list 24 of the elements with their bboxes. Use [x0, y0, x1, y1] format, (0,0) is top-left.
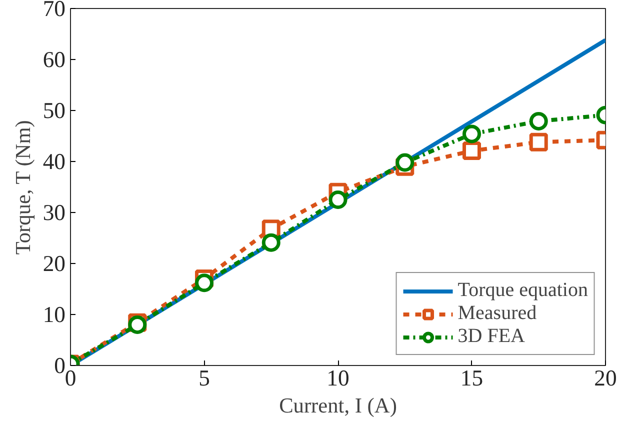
x-axis-title: Current, I (A) — [279, 394, 397, 418]
y-tick-label: 20 — [42, 251, 66, 276]
point — [462, 142, 481, 160]
y-axis-title: Torque, T (Nm) — [10, 120, 35, 255]
x-tick-label: 5 — [198, 366, 210, 390]
y-tick-label: 60 — [42, 47, 66, 72]
x-tick-label: 15 — [460, 366, 484, 390]
legend-label: Measured — [458, 302, 537, 325]
y-tick-label: 50 — [42, 98, 66, 123]
y-tick-label: 30 — [42, 200, 66, 225]
point — [262, 233, 280, 252]
point — [195, 274, 214, 292]
y-tick-label: 40 — [42, 149, 66, 174]
legend-label: Torque equation — [458, 279, 588, 302]
point — [328, 190, 348, 209]
point — [529, 112, 548, 130]
point — [396, 153, 414, 172]
x-tick-label: 20 — [594, 366, 617, 390]
y-tick-label: 10 — [42, 302, 66, 327]
legend-label: 3D FEA — [458, 325, 525, 348]
point — [462, 124, 481, 144]
x-tick-label: 10 — [326, 366, 350, 390]
y-tick-label: 70 — [42, 0, 66, 21]
point — [529, 132, 548, 152]
